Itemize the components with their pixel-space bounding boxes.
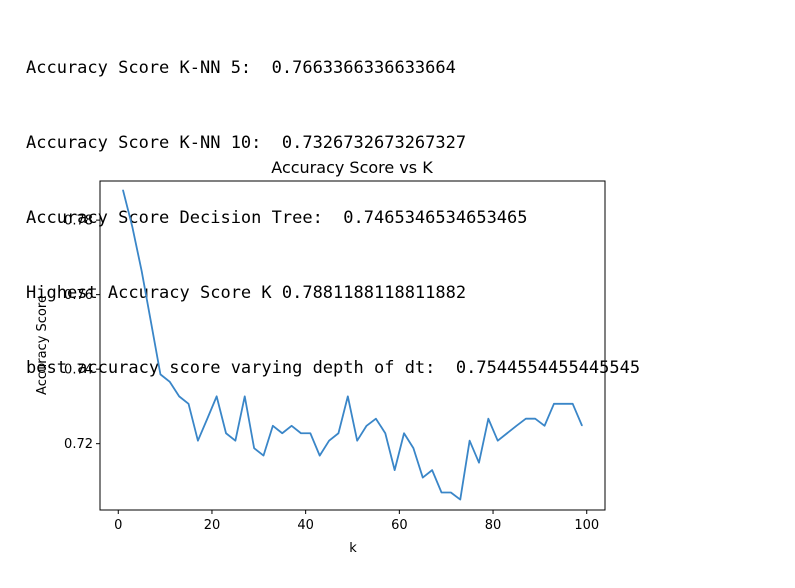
data-point [553, 403, 555, 405]
chart-title: Accuracy Score vs K [271, 158, 433, 177]
y-axis-label: Accuracy Score [35, 295, 50, 395]
data-point [356, 440, 358, 442]
output-line-highest-k: Highest Accuracy Score K 0.7881188118811… [26, 283, 467, 303]
x-tick-label: 40 [297, 518, 314, 533]
y-tick-label: 0.72 [64, 437, 93, 452]
data-point [544, 425, 546, 427]
x-tick-label: 100 [574, 518, 599, 533]
data-point [459, 499, 461, 501]
output-line-knn10: Accuracy Score K-NN 10: 0.73267326732673… [26, 133, 467, 153]
data-point [300, 432, 302, 434]
data-point [253, 447, 255, 449]
data-point [366, 425, 368, 427]
data-point [150, 322, 152, 324]
data-point [534, 418, 536, 420]
data-point [262, 455, 264, 457]
data-point [169, 381, 171, 383]
x-tick-label: 0 [114, 518, 122, 533]
data-point [441, 491, 443, 493]
series-layer [122, 189, 583, 501]
output-line-decision-tree: Accuracy Score Decision Tree: 0.74653465… [26, 208, 528, 228]
y-axis-ticks: 0.72 0.74 0.76 0.78 [64, 214, 100, 452]
data-point [394, 469, 396, 471]
x-tick-label: 60 [391, 518, 408, 533]
data-point [244, 395, 246, 397]
data-point [131, 226, 133, 228]
data-point [562, 403, 564, 405]
data-point [384, 432, 386, 434]
y-tick-label: 0.76 [64, 288, 93, 303]
data-point [347, 395, 349, 397]
data-point [225, 432, 227, 434]
data-point [188, 403, 190, 405]
chart-output: Accuracy Score vs K 0 20 40 60 80 100 0.72 0.7… [0, 145, 640, 583]
output-line-knn5: Accuracy Score K-NN 5: 0.766336633663366… [26, 58, 456, 78]
data-point [572, 403, 574, 405]
data-point [197, 440, 199, 442]
data-point [206, 418, 208, 420]
data-point [487, 418, 489, 420]
output-line-best-dt-depth: best accuracy score varying depth of dt:… [26, 358, 641, 378]
x-tick-label: 20 [204, 518, 221, 533]
data-point [281, 432, 283, 434]
data-point [469, 440, 471, 442]
data-point [319, 455, 321, 457]
series-line [122, 189, 583, 501]
data-point [309, 432, 311, 434]
data-point [450, 491, 452, 493]
cell-output-text: Accuracy Score K-NN 5: 0.766336633663366… [26, 6, 640, 406]
x-tick-label: 80 [485, 518, 502, 533]
data-point [122, 189, 124, 191]
data-point [403, 432, 405, 434]
data-point [375, 418, 377, 420]
data-point [506, 432, 508, 434]
plot-frame [99, 180, 606, 511]
data-point [272, 425, 274, 427]
data-point [515, 425, 517, 427]
y-tick-label: 0.74 [64, 363, 93, 378]
data-point [291, 425, 293, 427]
data-point [337, 432, 339, 434]
data-point [412, 447, 414, 449]
x-axis-ticks: 0 20 40 60 80 100 [114, 510, 599, 533]
data-point [525, 418, 527, 420]
data-point [431, 469, 433, 471]
accuracy-vs-k-chart: Accuracy Score vs K 0 20 40 60 80 100 0.720.7… [35, 158, 606, 556]
data-point [328, 440, 330, 442]
y-tick-label: 0.78 [64, 214, 93, 229]
x-axis-label: k [349, 541, 357, 556]
data-point [422, 477, 424, 479]
data-point [478, 462, 480, 464]
data-point [581, 425, 583, 427]
data-point [497, 440, 499, 442]
data-point [216, 395, 218, 397]
data-point [159, 373, 161, 375]
data-point [141, 270, 143, 272]
data-point [234, 440, 236, 442]
data-point [178, 395, 180, 397]
